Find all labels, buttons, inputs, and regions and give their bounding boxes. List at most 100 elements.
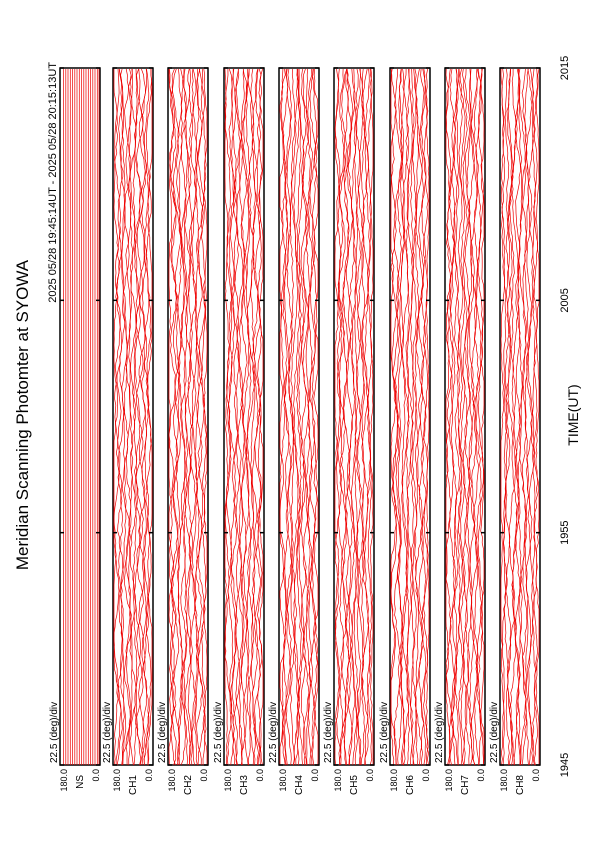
trace (197, 68, 206, 766)
trace (251, 68, 259, 766)
trace (449, 68, 458, 766)
trace (129, 69, 137, 766)
trace (527, 68, 535, 766)
trace (511, 68, 520, 766)
trace (187, 68, 194, 766)
trace (279, 68, 289, 766)
trace (125, 68, 132, 766)
axis-top: 180.0 (223, 769, 233, 792)
trace (285, 68, 295, 766)
plot: Meridian Scanning Photomter at SYOWA 202… (13, 56, 581, 795)
axis-bottom: 0.0 (476, 769, 486, 782)
channel-label: CH6 (405, 775, 416, 795)
scale-label: 22.5 (deg)/div (49, 702, 60, 763)
trace (307, 68, 313, 766)
trace (195, 68, 203, 766)
trace (401, 68, 410, 766)
trace (121, 68, 132, 766)
axis-bottom: 0.0 (310, 769, 320, 782)
trace (502, 68, 510, 766)
trace (360, 68, 366, 766)
trace (390, 68, 399, 766)
trace (180, 68, 187, 766)
trace (500, 68, 508, 766)
x-tick-label: 2015 (559, 56, 571, 80)
trace (232, 68, 242, 766)
trace (445, 68, 454, 766)
x-tick-label: 1945 (559, 753, 571, 777)
trace (361, 68, 370, 766)
trace (445, 68, 451, 766)
channel-label: NS (75, 775, 86, 789)
trace (283, 68, 292, 766)
trace (480, 68, 485, 766)
channel-label: CH3 (239, 775, 250, 795)
trace (194, 68, 200, 766)
axis-top: 180.0 (333, 769, 343, 792)
trace (390, 68, 397, 766)
trace (293, 68, 301, 766)
trace (228, 68, 238, 766)
scale-label: 22.5 (deg)/div (268, 702, 279, 763)
trace (425, 68, 430, 766)
axis-bottom: 0.0 (91, 769, 101, 782)
trace (253, 68, 262, 766)
trace (245, 69, 252, 766)
scale-label: 22.5 (deg)/div (102, 702, 113, 763)
trace (394, 68, 403, 766)
axis-top: 180.0 (444, 769, 454, 792)
trace (226, 68, 235, 766)
trace (133, 68, 142, 766)
trace (141, 68, 148, 766)
scale-label: 22.5 (deg)/div (434, 702, 445, 763)
trace (451, 68, 461, 766)
scale-label: 22.5 (deg)/div (323, 702, 334, 763)
channel-label: CH1 (128, 775, 139, 795)
axis-bottom: 0.0 (531, 769, 541, 782)
scale-label: 22.5 (deg)/div (213, 702, 224, 763)
trace (200, 68, 207, 766)
trace (113, 68, 123, 766)
scale-label: 22.5 (deg)/div (379, 702, 390, 763)
trace (168, 68, 174, 766)
trace (258, 68, 264, 766)
scale-label: 22.5 (deg)/div (157, 702, 168, 763)
trace (224, 68, 230, 766)
trace (475, 68, 482, 766)
trace (366, 68, 373, 766)
trace (132, 68, 138, 766)
trace (504, 68, 513, 766)
trace (203, 68, 208, 765)
trace (459, 68, 466, 766)
trace (305, 68, 311, 766)
trace (169, 68, 180, 766)
trace (466, 68, 473, 766)
channel-label: CH5 (349, 775, 360, 795)
trace (530, 68, 536, 766)
trace (518, 68, 527, 766)
trace (409, 68, 415, 766)
trace (128, 68, 134, 766)
trace (290, 68, 299, 766)
axis-bottom: 0.0 (421, 769, 431, 782)
trace (168, 69, 178, 766)
trace (535, 68, 540, 765)
trace (242, 68, 250, 766)
axis-top: 180.0 (167, 769, 177, 792)
axis-top: 180.0 (112, 769, 122, 792)
trace (521, 68, 528, 766)
trace (135, 68, 144, 766)
axis-top: 180.0 (499, 769, 509, 792)
trace (138, 68, 146, 766)
trace (364, 68, 371, 766)
subtitle: 2025 05/28 19:45:14UT - 2025 05/28 20:15… (47, 62, 59, 303)
trace (357, 68, 365, 766)
trace (188, 68, 197, 766)
trace (120, 68, 128, 766)
axis-bottom: 0.0 (144, 769, 154, 782)
scale-label: 22.5 (deg)/div (489, 702, 500, 763)
trace (369, 68, 374, 765)
trace (143, 68, 150, 766)
trace (353, 68, 359, 766)
